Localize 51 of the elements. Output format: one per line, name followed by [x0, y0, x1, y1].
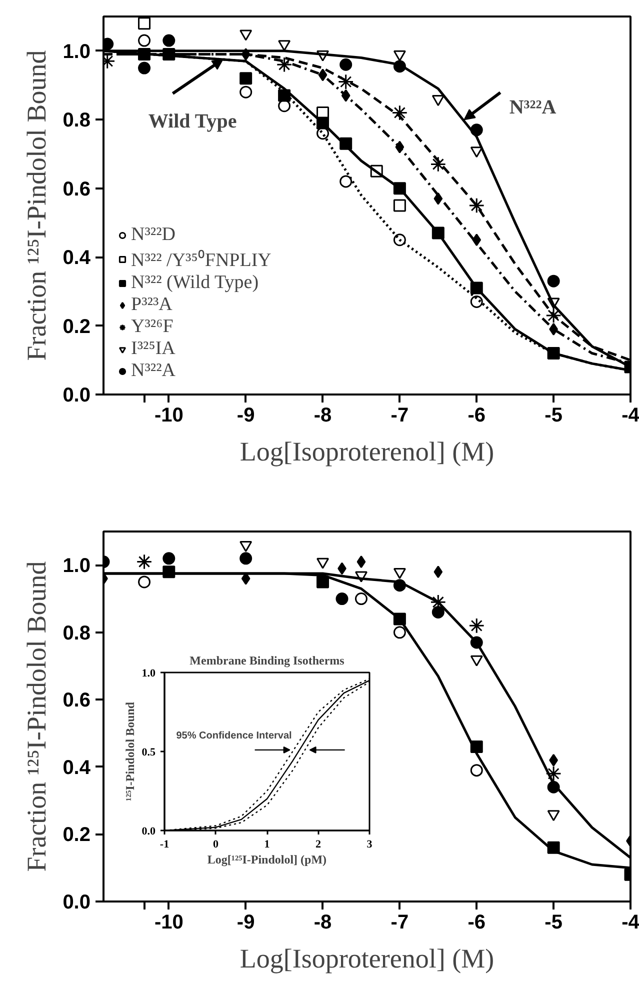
legend-label: Y³²⁶F: [131, 316, 174, 338]
y-tick-label: 0.4: [62, 756, 92, 779]
y-tick-label: 0.2: [62, 316, 91, 338]
x-tick-label: -5: [544, 404, 562, 426]
x-tick-label: -4: [622, 404, 639, 426]
chart-title: Membrane Binding Isotherms: [190, 654, 345, 668]
y-tick-label: 0.6: [62, 178, 91, 200]
x-tick-label: -6: [468, 912, 486, 934]
y-tick-label: 0.2: [62, 824, 91, 846]
y-tick-label: 1.0: [62, 40, 91, 63]
y-axis-title: Fraction ¹²⁵I-Pindolol Bound: [22, 50, 52, 361]
x-tick-label: -5: [544, 912, 562, 934]
x-axis-title: Log[Isoproterenol] (M): [240, 436, 494, 466]
y-tick-label: 0.8: [62, 110, 91, 132]
x-tick-label: -9: [236, 912, 255, 934]
x-tick-label: 0: [213, 838, 219, 850]
legend-label: N³²² (Wild Type): [131, 272, 259, 294]
legend-label: N³²²A: [131, 360, 176, 382]
legend-label: N³²² /Y³⁵⁰FNPLIY: [131, 248, 272, 272]
x-tick-label: -4: [622, 912, 639, 934]
y-tick-label: 0.8: [62, 622, 91, 644]
x-tick-label: -10: [154, 404, 184, 426]
legend-label: N³²²D: [131, 224, 176, 246]
x-axis-title: Log[Isoproterenol] (M): [240, 944, 494, 974]
y-axis-title: ¹²⁵I-Pindolol Bound: [122, 702, 137, 802]
x-axis-title: Log[¹²⁵I-Pindolol] (pM): [207, 852, 327, 866]
x-tick-label: 3: [366, 838, 373, 850]
x-tick-label: -10: [154, 912, 184, 934]
annotation: 95% Confidence Interval: [176, 730, 292, 742]
annotation: Wild Type: [148, 110, 237, 132]
y-tick-label: 1.0: [142, 668, 156, 680]
x-tick-label: 1: [264, 838, 270, 850]
y-tick-label: 0.5: [142, 746, 156, 758]
x-tick-label: -6: [468, 404, 486, 426]
y-tick-label: 0.0: [62, 384, 91, 406]
legend-label: P³²³A: [131, 294, 172, 316]
y-tick-label: 0.6: [62, 690, 91, 712]
x-tick-label: -1: [160, 838, 170, 850]
y-tick-label: 0.0: [142, 826, 156, 838]
y-tick-label: 1.0: [62, 555, 91, 578]
legend-label: I³²⁵IA: [131, 338, 176, 360]
x-tick-label: 2: [316, 838, 322, 850]
annotation: N³²²A: [509, 96, 557, 119]
x-tick-label: -9: [236, 404, 255, 426]
y-tick-label: 0.4: [62, 247, 92, 270]
x-tick-label: -7: [390, 404, 409, 426]
x-tick-label: -7: [390, 912, 409, 934]
y-axis-title: Fraction ¹²⁵I-Pindolol Bound: [22, 560, 52, 872]
x-tick-label: -8: [314, 912, 332, 934]
x-tick-label: -8: [314, 404, 332, 426]
y-tick-label: 0.0: [62, 892, 91, 914]
